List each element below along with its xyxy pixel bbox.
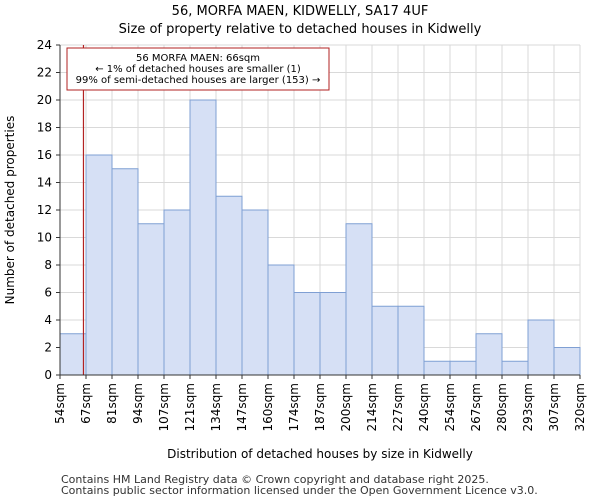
histogram-bar xyxy=(241,209,269,376)
chart-subtitle: Size of property relative to detached ho… xyxy=(118,22,482,37)
histogram-bar xyxy=(189,99,217,376)
x-tick-label: 54sqm xyxy=(53,383,67,424)
histogram-bar xyxy=(319,292,347,376)
histogram-bar xyxy=(501,360,529,376)
x-tick-label: 134sqm xyxy=(209,383,223,431)
y-tick-label: 12 xyxy=(37,203,52,217)
histogram-bar xyxy=(163,209,191,376)
histogram-bar xyxy=(527,319,555,376)
y-tick-label: 24 xyxy=(37,38,52,52)
x-tick-label: 187sqm xyxy=(313,383,327,431)
annotation-line-2: ← 1% of detached houses are smaller (1) xyxy=(95,64,301,75)
chart-title: 56, MORFA MAEN, KIDWELLY, SA17 4UF xyxy=(171,4,429,19)
x-tick-label: 94sqm xyxy=(131,383,145,424)
histogram-bar xyxy=(475,333,503,376)
x-tick-label: 160sqm xyxy=(261,383,275,431)
y-tick-label: 0 xyxy=(44,368,52,382)
x-tick-label: 121sqm xyxy=(183,383,197,431)
y-tick-label: 18 xyxy=(37,121,52,135)
histogram-bar xyxy=(293,292,321,376)
x-tick-label: 293sqm xyxy=(521,383,535,431)
y-tick-label: 8 xyxy=(44,258,52,272)
x-tick-label: 81sqm xyxy=(105,383,119,424)
x-tick-label: 107sqm xyxy=(157,383,171,431)
x-tick-label: 200sqm xyxy=(339,383,353,431)
y-tick-label: 6 xyxy=(44,286,52,300)
histogram-bar xyxy=(553,347,581,376)
y-tick-label: 20 xyxy=(37,93,52,107)
histogram-bar xyxy=(449,360,477,376)
y-tick-label: 10 xyxy=(37,231,52,245)
y-tick-label: 4 xyxy=(44,313,52,327)
x-tick-label: 307sqm xyxy=(547,383,561,431)
y-axis-label: Number of detached properties xyxy=(3,116,17,305)
x-axis-label: Distribution of detached houses by size … xyxy=(167,447,473,461)
x-tick-label: 174sqm xyxy=(287,383,301,431)
annotation-line-3: 99% of semi-detached houses are larger (… xyxy=(76,75,321,86)
x-tick-label: 147sqm xyxy=(235,383,249,431)
footer-line-1: Contains HM Land Registry data © Crown c… xyxy=(61,473,489,486)
annotation-box xyxy=(66,47,330,91)
footer-line-2: Contains public sector information licen… xyxy=(61,484,538,497)
histogram-bar xyxy=(85,154,113,376)
y-tick-label: 22 xyxy=(37,66,52,80)
histogram-bar xyxy=(345,223,373,376)
histogram-bar xyxy=(423,360,451,376)
histogram-bar xyxy=(137,223,165,376)
x-tick-label: 254sqm xyxy=(443,383,457,431)
histogram-bar xyxy=(397,305,425,376)
x-tick-label: 227sqm xyxy=(391,383,405,431)
x-tick-label: 214sqm xyxy=(365,383,379,431)
x-tick-label: 320sqm xyxy=(573,383,587,431)
histogram-bar xyxy=(59,333,87,376)
histogram-bar xyxy=(267,264,295,376)
histogram-bar xyxy=(111,168,139,376)
y-tick-label: 16 xyxy=(37,148,52,162)
y-tick-label: 14 xyxy=(37,176,52,190)
histogram-bar xyxy=(371,305,399,376)
x-tick-label: 280sqm xyxy=(495,383,509,431)
annotation-line-1: 56 MORFA MAEN: 66sqm xyxy=(136,53,260,64)
x-tick-label: 67sqm xyxy=(79,383,93,424)
x-tick-label: 240sqm xyxy=(417,383,431,431)
x-tick-label: 267sqm xyxy=(469,383,483,431)
y-tick-label: 2 xyxy=(44,341,52,355)
histogram-bar xyxy=(215,195,243,376)
